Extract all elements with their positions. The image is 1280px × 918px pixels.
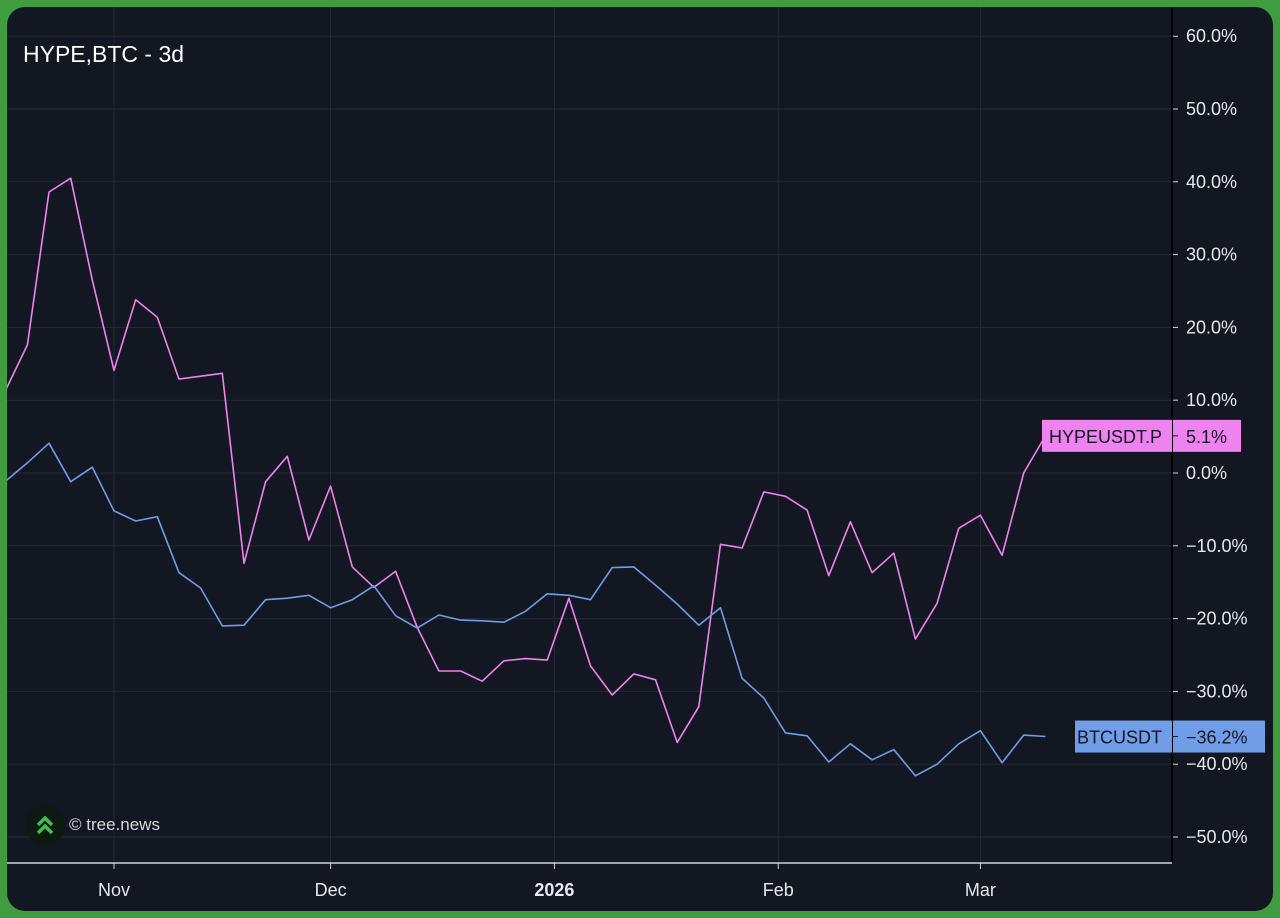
y-tick-label: 10.0% [1186, 390, 1237, 410]
chart-title: HYPE,BTC - 3d [23, 41, 185, 67]
series-name-label: BTCUSDT [1077, 728, 1162, 748]
series-name-box [1042, 419, 1172, 452]
y-tick-label: 60.0% [1186, 26, 1237, 46]
y-tick-label: −10.0% [1186, 536, 1248, 556]
y-tick-label: 30.0% [1186, 245, 1237, 265]
y-tick-label: 40.0% [1186, 172, 1237, 192]
last-value-label: 5.1% [1186, 427, 1227, 447]
y-tick-label: 50.0% [1186, 99, 1237, 119]
x-tick-label: Mar [965, 880, 996, 900]
y-tick-label: 0.0% [1186, 463, 1227, 483]
watermark: © tree.news [25, 805, 160, 845]
last-value-box [1173, 419, 1241, 452]
series-name-label: HYPEUSDT.P [1049, 427, 1162, 447]
series-name-box [1075, 720, 1172, 753]
last-value-tag-btcusdt: BTCUSDT −36.2% [1075, 720, 1265, 753]
last-value-tag-hypeusdt-p: HYPEUSDT.P 5.1% [1042, 419, 1241, 452]
series-line-hypeusdt-p [7, 177, 1047, 744]
y-tick-label: −20.0% [1186, 609, 1248, 629]
y-tick-label: 20.0% [1186, 317, 1237, 337]
last-value-label: −36.2% [1186, 728, 1248, 748]
x-tick-label: 2026 [534, 880, 574, 900]
last-value-box [1173, 720, 1265, 753]
y-tick-label: −30.0% [1186, 681, 1248, 701]
watermark-text: © tree.news [69, 815, 160, 834]
y-tick-label: −40.0% [1186, 754, 1248, 774]
series-line-btcusdt [7, 442, 1046, 777]
line-chart[interactable]: 60.0% 50.0% 40.0% 30.0% 20.0% 10.0% 0.0% −10.0%… [7, 7, 1273, 911]
tree-news-logo-icon [25, 805, 65, 845]
chart-panel: 60.0% 50.0% 40.0% 30.0% 20.0% 10.0% 0.0% −10.0%… [7, 7, 1273, 911]
y-tick-label: −50.0% [1186, 827, 1248, 847]
x-tick-label: Nov [98, 880, 130, 900]
x-tick-label: Dec [315, 880, 347, 900]
x-tick-label: Feb [763, 880, 794, 900]
